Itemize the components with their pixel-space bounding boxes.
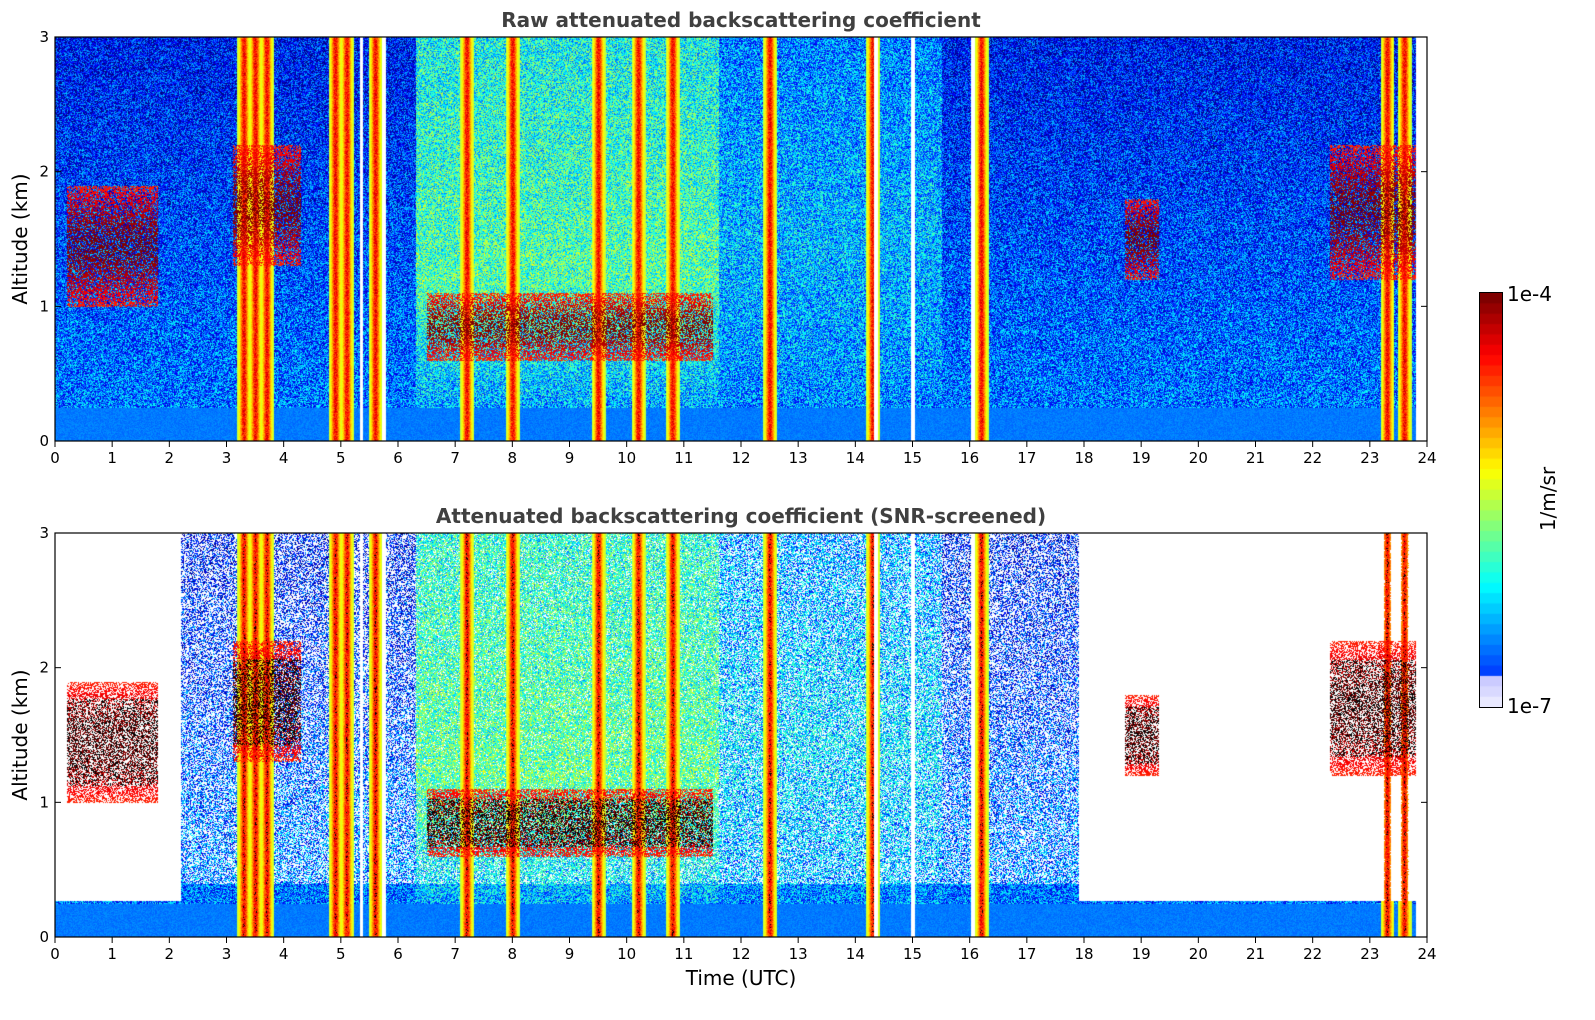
colorbar-min-label: 1e-7 [1507,694,1552,718]
x-tick-label: 13 [789,449,808,467]
x-tick-label: 18 [1074,945,1093,963]
x-tick-label: 18 [1074,449,1093,467]
bottom-panel-axes: 0 1 2 3 4 5 6 7 8 9 10 11 12 13 14 15 16 17 18 19 20 21 22 23 24… [39,524,1436,963]
y-tick-label: 3 [39,524,49,542]
x-tick-label: 7 [450,945,460,963]
x-tick-label: 12 [731,449,750,467]
x-tick-label: 16 [960,449,979,467]
y-tick-label: 1 [39,297,49,315]
x-tick-label: 8 [508,945,518,963]
y-tick-label: 2 [39,659,49,677]
x-tick-label: 6 [393,449,403,467]
x-tick-label: 9 [565,945,575,963]
x-tick-label: 17 [1017,449,1036,467]
plot-frame [54,532,1428,938]
y-tick-label: 0 [39,432,49,450]
x-tick-label: 23 [1360,945,1379,963]
y-tick-label: 2 [39,163,49,181]
x-tick-label: 2 [165,449,175,467]
x-tick-label: 2 [165,945,175,963]
x-tick-label: 1 [107,449,117,467]
y-tick-label: 0 [39,928,49,946]
x-tick-label: 24 [1417,945,1436,963]
colorbar [1479,292,1503,708]
plot-frame [54,36,1428,442]
x-tick-label: 11 [674,449,693,467]
x-tick-label: 6 [393,945,403,963]
x-tick-label: 11 [674,945,693,963]
x-tick-label: 5 [336,449,346,467]
bottom-panel-title: Attenuated backscattering coefficient (S… [435,504,1047,528]
x-tick-label: 0 [50,449,60,467]
x-tick-label: 14 [846,945,865,963]
top-panel-title: Raw attenuated backscattering coefficien… [501,8,981,32]
top-panel-heatmap [55,37,1427,441]
x-tick-label: 10 [617,945,636,963]
x-tick-label: 4 [279,945,289,963]
x-tick-label: 22 [1303,449,1322,467]
x-tick-label: 1 [107,945,117,963]
x-tick-label: 19 [1132,449,1151,467]
x-tick-label: 20 [1189,449,1208,467]
x-tick-label: 10 [617,449,636,467]
x-tick-label: 22 [1303,945,1322,963]
x-tick-label: 9 [565,449,575,467]
x-tick-label: 0 [50,945,60,963]
x-tick-label: 21 [1246,945,1265,963]
x-tick-label: 3 [222,945,232,963]
x-tick-label: 12 [731,945,750,963]
x-tick-label: 21 [1246,449,1265,467]
x-tick-label: 14 [846,449,865,467]
colorbar-unit-label: 1/m/sr [1536,466,1560,532]
x-tick-label: 15 [903,449,922,467]
x-tick-label: 20 [1189,945,1208,963]
x-tick-label: 3 [222,449,232,467]
x-tick-label: 16 [960,945,979,963]
x-tick-label: 4 [279,449,289,467]
x-tick-label: 19 [1132,945,1151,963]
top-panel-axes: 0 1 2 3 4 5 6 7 8 9 10 11 12 13 14 15 16 17 18 19 20 21 22 23 24… [39,28,1436,467]
colorbar-max-label: 1e-4 [1507,282,1552,306]
x-tick-label: 17 [1017,945,1036,963]
top-panel-y-axis-label: Altitude (km) [8,173,32,305]
bottom-panel-y-axis-label: Altitude (km) [8,669,32,801]
x-tick-label: 7 [450,449,460,467]
bottom-panel-heatmap [55,533,1427,937]
x-tick-label: 23 [1360,449,1379,467]
y-tick-label: 1 [39,793,49,811]
y-tick-label: 3 [39,28,49,46]
x-tick-label: 8 [508,449,518,467]
x-tick-label: 5 [336,945,346,963]
x-tick-label: 15 [903,945,922,963]
x-axis-label: Time (UTC) [685,966,797,990]
x-tick-label: 24 [1417,449,1436,467]
x-tick-label: 13 [789,945,808,963]
